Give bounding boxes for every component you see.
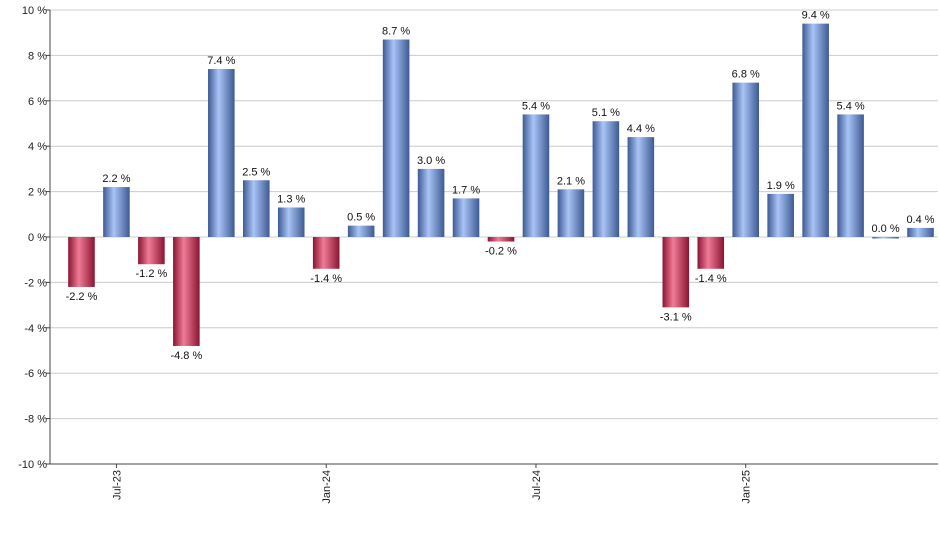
data-label: 9.4 % [802,10,830,22]
bar [68,237,95,287]
bar [487,237,515,242]
data-label: 0.4 % [906,214,934,226]
bar [837,114,864,237]
bar [522,114,550,237]
data-label: 2.2 % [102,173,130,185]
bar [173,237,200,346]
bar [103,187,130,237]
bar [732,82,760,237]
data-labels: -2.2 % 2.2 % -1.2 % -4.8 % 7.4 % 2.5 % 1.3 % -1… [66,10,935,362]
y-tick-label: 4 % [28,141,47,153]
bar [138,237,165,265]
bar [767,193,794,237]
data-label: 7.4 % [207,55,235,67]
y-tick-label: -6 % [24,368,47,380]
data-label: 5.4 % [837,100,865,112]
y-tick-label: 6 % [28,96,47,108]
y-tick-label: 0 % [28,232,47,244]
data-label: 1.3 % [277,193,305,205]
y-tick-label: 10 % [22,5,47,17]
data-label: -1.2 % [136,268,168,280]
data-label: 0.5 % [347,212,375,224]
bar [802,23,829,238]
axes [46,9,938,468]
y-tick-label: 2 % [28,187,47,199]
data-label: 8.7 % [382,26,410,38]
data-label: 5.4 % [522,100,550,112]
data-label: 5.1 % [592,107,620,119]
bar [592,121,620,237]
x-axis-tick-labels: Jul-23 Jan-24 Jul-24 Jan-25 [111,470,752,504]
bar [697,237,725,269]
bar [452,198,480,237]
bar [417,168,445,237]
bar [208,69,235,238]
bar [347,225,375,237]
x-tick-label: Jan-25 [741,470,753,504]
bar [277,207,305,237]
data-label: -4.8 % [170,350,202,362]
bar [662,237,690,308]
bar [382,39,410,238]
data-label: 3.0 % [417,155,445,167]
data-label: -1.4 % [695,273,727,285]
y-axis-tick-labels: -10 % -8 % -6 % -4 % -2 % 0 % 2 % 4 % 6 % 8 % 10 % [18,5,47,471]
bar [242,180,270,237]
data-label: -1.4 % [310,273,342,285]
data-label: 2.1 % [557,175,585,187]
y-tick-label: 8 % [28,50,47,62]
y-tick-label: -8 % [24,414,47,426]
data-label: -2.2 % [66,291,98,303]
data-label: 6.8 % [732,69,760,81]
data-label: 4.4 % [627,123,655,135]
data-label: -0.2 % [485,246,517,258]
y-tick-label: -2 % [24,277,47,289]
bar [872,237,899,239]
data-label: -3.1 % [660,311,692,323]
y-tick-label: -4 % [24,323,47,335]
data-label: 1.7 % [452,184,480,196]
bars [68,23,934,346]
bar [312,237,340,269]
data-label: 1.9 % [767,180,795,192]
x-tick-label: Jul-24 [531,470,543,500]
bar [627,137,655,237]
x-tick-label: Jan-24 [321,470,333,504]
bar [907,227,934,237]
bar [557,189,585,237]
data-label: 0.0 % [871,223,899,235]
y-tick-label: -10 % [18,459,47,471]
x-tick-label: Jul-23 [111,470,123,500]
data-label: 2.5 % [242,166,270,178]
